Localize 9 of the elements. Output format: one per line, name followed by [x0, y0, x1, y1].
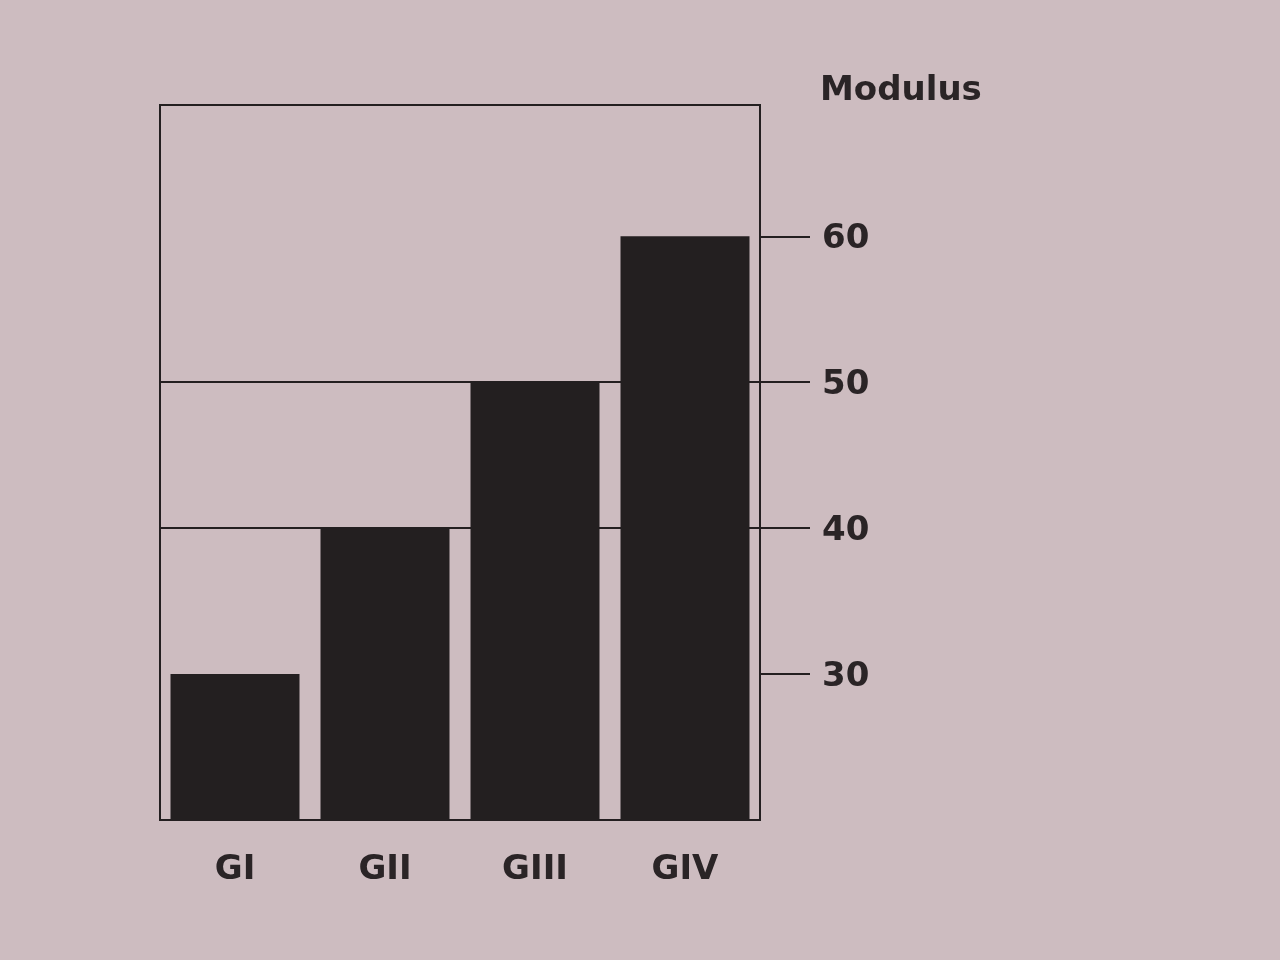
y-axis-title: Modulus: [820, 68, 982, 108]
y-tick-label: 30: [822, 654, 870, 695]
y-tick-label: 60: [822, 216, 870, 257]
x-tick-label: GII: [358, 847, 412, 887]
y-tick-label: 40: [822, 508, 870, 549]
y-tick-label: 50: [822, 362, 870, 403]
x-tick-label: GIII: [502, 847, 568, 887]
x-tick-label: GI: [214, 847, 256, 887]
x-tick-label: GIV: [651, 847, 720, 887]
